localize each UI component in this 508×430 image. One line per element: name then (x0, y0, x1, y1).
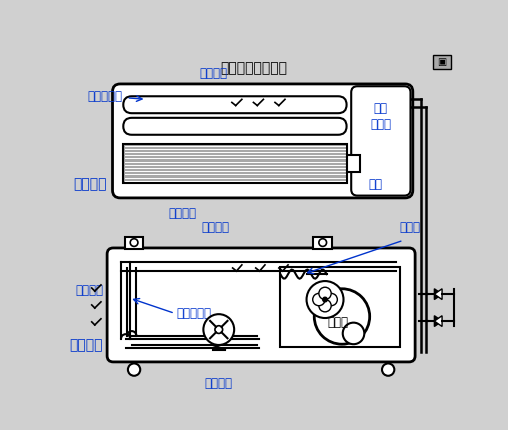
Polygon shape (434, 289, 442, 300)
Text: 风机
电动机: 风机 电动机 (370, 102, 391, 131)
Text: 室内出风: 室内出风 (169, 207, 197, 220)
Circle shape (343, 322, 364, 344)
Text: ▣: ▣ (437, 57, 447, 68)
Circle shape (319, 239, 327, 246)
Text: 风机: 风机 (369, 178, 383, 190)
Polygon shape (434, 289, 442, 300)
Text: 室外进风: 室外进风 (201, 221, 229, 234)
Polygon shape (434, 316, 442, 326)
Text: 室内换热器: 室内换热器 (88, 90, 123, 103)
Text: 室外换热器: 室外换热器 (176, 307, 211, 320)
Text: 室外进风: 室外进风 (75, 284, 103, 297)
Circle shape (313, 293, 325, 306)
Circle shape (323, 297, 327, 302)
Text: 换向阀: 换向阀 (400, 221, 421, 234)
Circle shape (314, 289, 370, 344)
Circle shape (203, 314, 234, 345)
Polygon shape (434, 316, 442, 326)
FancyBboxPatch shape (351, 86, 410, 196)
Bar (123, 144, 346, 182)
FancyBboxPatch shape (107, 248, 415, 362)
FancyBboxPatch shape (123, 96, 346, 113)
Circle shape (306, 281, 343, 318)
FancyBboxPatch shape (112, 84, 413, 198)
Text: 室外机组: 室外机组 (70, 338, 103, 352)
Bar (346, 155, 361, 172)
Text: 室内进风: 室内进风 (200, 67, 228, 80)
Circle shape (215, 326, 223, 333)
Circle shape (382, 363, 394, 376)
Bar (433, 55, 451, 69)
Circle shape (319, 300, 331, 312)
Circle shape (128, 363, 140, 376)
Bar (125, 237, 143, 249)
Text: 压缩机: 压缩机 (328, 316, 348, 329)
Text: 室外出风: 室外出风 (205, 377, 233, 390)
Circle shape (319, 287, 331, 300)
Circle shape (325, 293, 337, 306)
Text: 室内机组: 室内机组 (74, 177, 107, 191)
FancyBboxPatch shape (123, 118, 346, 135)
Bar (280, 267, 400, 347)
Circle shape (130, 239, 138, 246)
Bar (313, 237, 332, 249)
Text: 分体挂壁式空调器: 分体挂壁式空调器 (220, 61, 287, 75)
